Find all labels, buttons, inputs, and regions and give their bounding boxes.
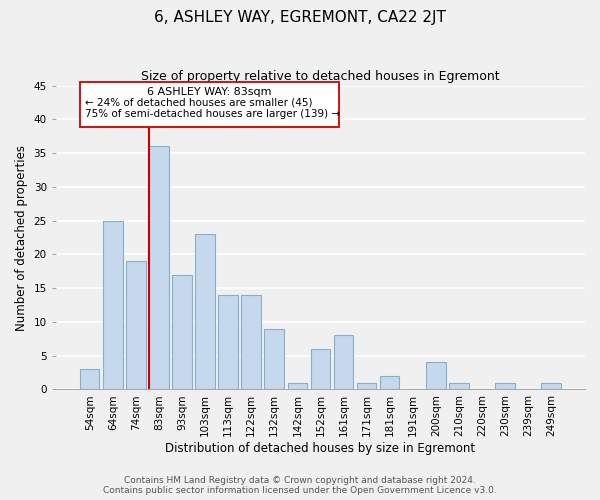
- Bar: [103, 220, 122, 390]
- Bar: [287, 382, 307, 390]
- Text: 6, ASHLEY WAY, EGREMONT, CA22 2JT: 6, ASHLEY WAY, EGREMONT, CA22 2JT: [154, 10, 446, 25]
- Bar: [426, 362, 446, 390]
- Bar: [449, 382, 469, 390]
- Y-axis label: Number of detached properties: Number of detached properties: [15, 144, 28, 330]
- FancyBboxPatch shape: [80, 82, 339, 128]
- Bar: [241, 295, 261, 390]
- Bar: [334, 336, 353, 390]
- Bar: [172, 274, 192, 390]
- Bar: [357, 382, 376, 390]
- Text: 6 ASHLEY WAY: 83sqm: 6 ASHLEY WAY: 83sqm: [148, 87, 272, 97]
- Text: Contains HM Land Registry data © Crown copyright and database right 2024.
Contai: Contains HM Land Registry data © Crown c…: [103, 476, 497, 495]
- Bar: [380, 376, 400, 390]
- Bar: [311, 349, 330, 390]
- Bar: [218, 295, 238, 390]
- Bar: [195, 234, 215, 390]
- Bar: [126, 261, 146, 390]
- Text: ← 24% of detached houses are smaller (45): ← 24% of detached houses are smaller (45…: [85, 98, 313, 108]
- Bar: [149, 146, 169, 390]
- Bar: [541, 382, 561, 390]
- Bar: [495, 382, 515, 390]
- Bar: [80, 369, 100, 390]
- X-axis label: Distribution of detached houses by size in Egremont: Distribution of detached houses by size …: [166, 442, 475, 455]
- Bar: [265, 328, 284, 390]
- Text: 75% of semi-detached houses are larger (139) →: 75% of semi-detached houses are larger (…: [85, 108, 340, 118]
- Title: Size of property relative to detached houses in Egremont: Size of property relative to detached ho…: [141, 70, 500, 83]
